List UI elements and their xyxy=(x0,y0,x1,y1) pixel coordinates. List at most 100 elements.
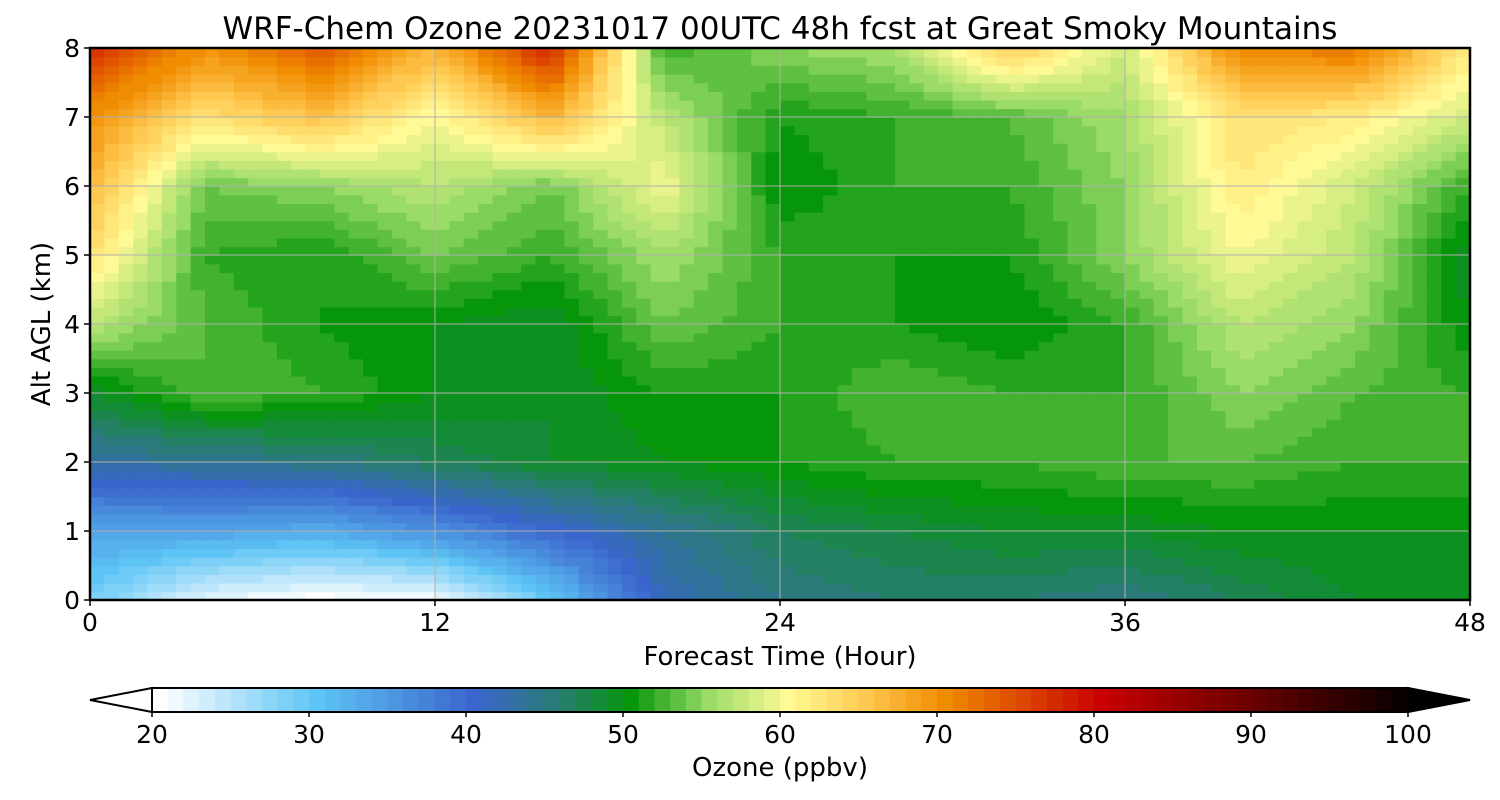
field-cell xyxy=(435,194,451,205)
field-cell xyxy=(550,427,566,437)
field-cell xyxy=(190,194,206,205)
field-cell xyxy=(406,298,422,308)
field-cell xyxy=(938,470,954,481)
field-cell xyxy=(679,401,695,412)
field-cell xyxy=(1110,168,1126,179)
field-cell xyxy=(621,574,638,584)
field-cell xyxy=(305,203,321,213)
field-cell xyxy=(1196,462,1213,472)
field-cell xyxy=(1311,522,1328,532)
field-cell xyxy=(1268,358,1284,368)
field-cell xyxy=(90,298,106,308)
field-cell xyxy=(363,306,379,317)
field-cell xyxy=(1340,177,1356,187)
field-cell xyxy=(1254,315,1270,325)
field-cell xyxy=(722,367,738,377)
field-cell xyxy=(952,289,968,299)
field-cell xyxy=(736,436,753,446)
field-cell xyxy=(1067,436,1083,446)
field-cell xyxy=(1096,427,1112,437)
field-cell xyxy=(708,186,724,196)
field-cell xyxy=(981,436,997,446)
field-cell xyxy=(1455,375,1470,386)
field-cell xyxy=(650,237,666,248)
field-cell xyxy=(550,591,566,600)
field-cell xyxy=(923,556,939,567)
field-cell xyxy=(550,211,566,222)
field-cell xyxy=(406,246,422,256)
field-cell xyxy=(808,487,824,498)
field-cell xyxy=(1340,324,1356,334)
field-cell xyxy=(1139,367,1155,377)
field-cell xyxy=(377,410,393,420)
field-cell xyxy=(190,453,206,463)
field-cell xyxy=(693,505,709,515)
field-cell xyxy=(463,444,479,455)
field-cell xyxy=(90,358,106,368)
field-cell xyxy=(837,341,853,351)
field-cell xyxy=(205,410,221,420)
field-cell xyxy=(1383,427,1399,437)
field-cell xyxy=(521,539,537,550)
field-cell xyxy=(952,306,968,317)
field-cell xyxy=(1024,367,1040,377)
field-cell xyxy=(420,522,436,532)
field-cell xyxy=(966,522,983,532)
field-cell xyxy=(521,574,537,584)
field-cell xyxy=(276,229,293,239)
field-cell xyxy=(866,220,882,230)
field-cell xyxy=(880,186,896,196)
field-cell xyxy=(765,548,781,558)
field-cell xyxy=(334,418,350,429)
field-cell xyxy=(1254,237,1270,248)
field-cell xyxy=(1240,574,1256,584)
field-cell xyxy=(1038,332,1054,343)
field-cell xyxy=(722,211,738,222)
field-cell xyxy=(808,246,824,256)
field-cell xyxy=(449,280,465,291)
field-cell xyxy=(1383,289,1399,299)
field-cell xyxy=(348,418,364,429)
field-cell xyxy=(305,539,321,550)
field-cell xyxy=(1398,436,1414,446)
field-cell xyxy=(650,349,666,360)
field-cell xyxy=(406,565,422,575)
field-cell xyxy=(1412,384,1428,394)
field-cell xyxy=(866,315,882,325)
field-cell xyxy=(578,177,594,187)
field-cell xyxy=(1326,255,1342,265)
field-cell xyxy=(305,574,321,584)
field-cell xyxy=(1426,393,1443,403)
field-cell xyxy=(1268,513,1284,524)
field-cell xyxy=(305,436,321,446)
field-cell xyxy=(435,237,451,248)
field-cell xyxy=(981,298,997,308)
field-cell xyxy=(1038,306,1054,317)
field-cell xyxy=(190,531,206,541)
field-cell xyxy=(463,332,479,343)
field-cell xyxy=(1053,384,1069,394)
field-cell xyxy=(1081,237,1098,248)
field-cell xyxy=(1081,168,1098,179)
field-cell xyxy=(1081,341,1098,351)
field-cell xyxy=(823,151,839,161)
field-cell xyxy=(463,574,479,584)
field-cell xyxy=(176,160,192,170)
field-cell xyxy=(636,280,652,291)
field-cell xyxy=(1081,418,1098,429)
field-cell xyxy=(1153,375,1169,386)
field-cell xyxy=(406,531,422,541)
field-cell xyxy=(1153,436,1169,446)
field-cell xyxy=(1153,177,1169,187)
field-cell xyxy=(578,505,594,515)
field-cell xyxy=(478,306,494,317)
field-cell xyxy=(722,341,738,351)
field-cell xyxy=(406,556,422,567)
field-cell xyxy=(1081,280,1098,291)
field-cell xyxy=(607,211,623,222)
field-cell xyxy=(1168,427,1184,437)
field-cell xyxy=(478,565,494,575)
field-cell xyxy=(722,470,738,481)
field-cell xyxy=(449,427,465,437)
field-cell xyxy=(320,436,336,446)
